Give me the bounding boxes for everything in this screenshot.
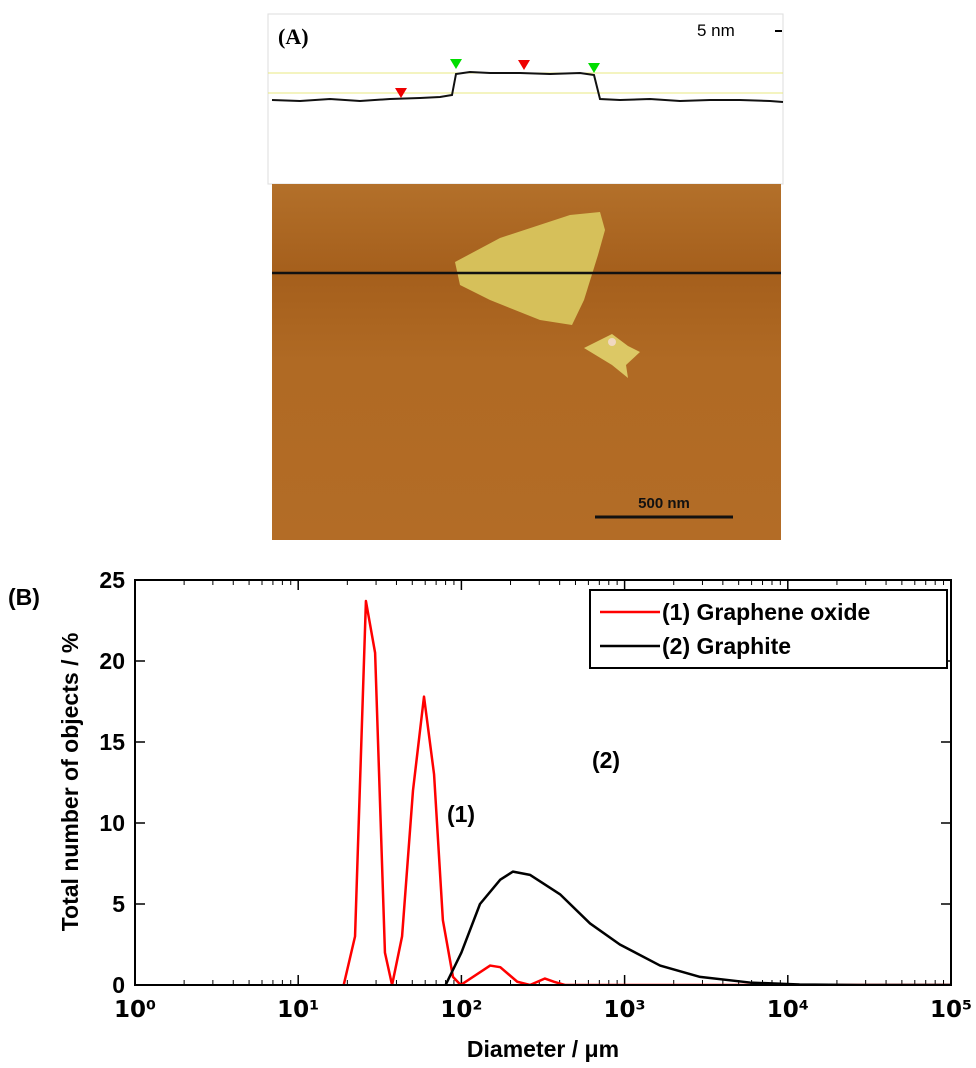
y-tick-label: 15 (99, 729, 125, 755)
scale-bar-label: 500 nm (638, 495, 690, 512)
marker (588, 63, 600, 73)
x-tick-label: 10⁰ (114, 997, 156, 1023)
marker (450, 59, 462, 69)
marker (518, 60, 530, 70)
annotation: (2) (592, 747, 620, 773)
plot-frame (134, 579, 952, 986)
flake (455, 212, 605, 325)
y-tick-label: 10 (99, 810, 125, 836)
y-tick-label: 0 (112, 972, 125, 998)
marker (395, 88, 407, 98)
height-scale: 5 nm (697, 21, 735, 40)
y-tick-label: 25 (99, 567, 125, 593)
x-tick-label: 10⁵ (930, 997, 972, 1023)
legend-box (589, 589, 948, 669)
y-tick-label: 5 (112, 891, 125, 917)
series-line (342, 599, 951, 985)
x-tick-label: 10² (440, 997, 482, 1023)
panel-label: (A) (278, 24, 309, 49)
panel-a: (A) 5 nm 500 nm (267, 13, 784, 540)
x-tick-label: 10¹ (277, 997, 319, 1023)
flake-spot (608, 338, 616, 346)
flake (584, 334, 640, 378)
legend-label: (1) Graphene oxide (662, 599, 870, 625)
series-line (444, 870, 951, 985)
y-tick-label: 20 (99, 648, 125, 674)
x-axis-label: Diameter / μm (467, 1036, 619, 1062)
y-axis-label: Total number of objects / % (57, 633, 83, 932)
x-tick-label: 10³ (604, 997, 646, 1023)
x-tick-label: 10⁴ (767, 997, 809, 1023)
panel-label: (B) (8, 584, 40, 610)
legend-label: (2) Graphite (662, 633, 791, 659)
annotation: (1) (447, 801, 475, 827)
height-profile (271, 70, 784, 103)
profile-frame (267, 13, 784, 185)
plot (342, 599, 951, 985)
panel-b: (B) Diameter / μm Total number of object… (8, 567, 972, 1062)
